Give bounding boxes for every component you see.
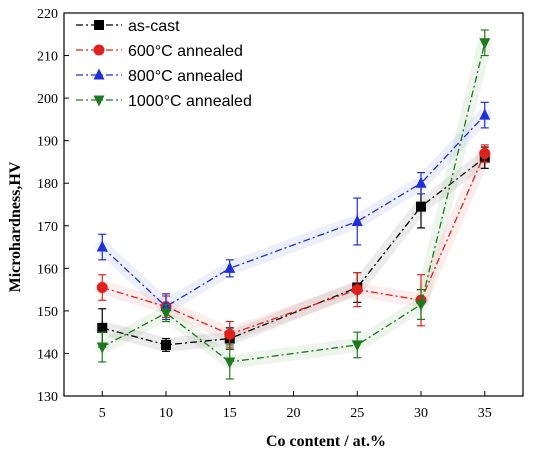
- y-tick-label: 220: [37, 7, 58, 22]
- data-point: [160, 308, 172, 320]
- y-axis-title: Microhardness,HV: [7, 161, 24, 292]
- data-point: [415, 176, 427, 188]
- series-4: [96, 29, 491, 380]
- y-tick-label: 190: [37, 135, 58, 150]
- data-point: [224, 328, 236, 340]
- legend-marker: [93, 44, 105, 56]
- legend-marker: [93, 95, 105, 107]
- data-point: [351, 284, 363, 296]
- y-tick-label: 170: [37, 220, 58, 235]
- y-tick-label: 200: [37, 92, 58, 107]
- legend-item: 600°C annealed: [76, 43, 243, 60]
- x-axis-title: Co content / at.%: [266, 433, 386, 450]
- tick-layer: 5 10 15 20 25 30 35 130 140 150 160 170 180 190 200 210…: [37, 7, 492, 421]
- series-line: [101, 42, 486, 363]
- series-line: [102, 153, 486, 335]
- legend-item: as-cast: [76, 18, 180, 35]
- y-tick-label: 130: [37, 390, 58, 405]
- data-point: [351, 215, 363, 227]
- data-point: [479, 38, 491, 50]
- data-point: [479, 147, 491, 159]
- legend-marker: [93, 68, 105, 80]
- y-tick-label: 180: [37, 177, 58, 192]
- data-point: [96, 240, 108, 252]
- data-point: [97, 322, 108, 333]
- y-tick-label: 140: [37, 347, 58, 362]
- x-tick-label: 20: [287, 406, 301, 421]
- legend-marker: [94, 20, 104, 30]
- data-point: [479, 108, 491, 120]
- legend-label: 800°C annealed: [128, 68, 243, 85]
- data-point: [161, 339, 171, 350]
- y-tick-label: 160: [37, 262, 58, 277]
- x-tick-label: 5: [99, 406, 106, 421]
- x-tick-label: 30: [414, 406, 428, 421]
- x-tick-label: 10: [159, 406, 173, 421]
- legend-label: as-cast: [128, 18, 180, 35]
- x-tick-label: 25: [350, 406, 364, 421]
- data-point: [96, 342, 108, 354]
- data-point: [416, 201, 426, 212]
- x-tick-label: 35: [478, 406, 492, 421]
- series-line: [101, 114, 486, 308]
- data-point: [224, 261, 236, 273]
- y-tick-label: 150: [37, 305, 58, 320]
- legend: as-cast 600°C annealed 800°C annealed 1000°…: [76, 18, 252, 110]
- data-point: [415, 300, 427, 312]
- data-point: [224, 357, 236, 369]
- x-tick-label: 15: [223, 406, 237, 421]
- legend-item: 1000°C annealed: [76, 93, 252, 110]
- data-point: [96, 281, 108, 293]
- series-line: [102, 157, 486, 346]
- series-layer: [96, 29, 491, 380]
- legend-label: 600°C annealed: [128, 43, 243, 60]
- data-point: [351, 340, 363, 352]
- legend-item: 800°C annealed: [76, 68, 243, 85]
- y-tick-label: 210: [37, 50, 58, 65]
- legend-label: 1000°C annealed: [128, 93, 252, 110]
